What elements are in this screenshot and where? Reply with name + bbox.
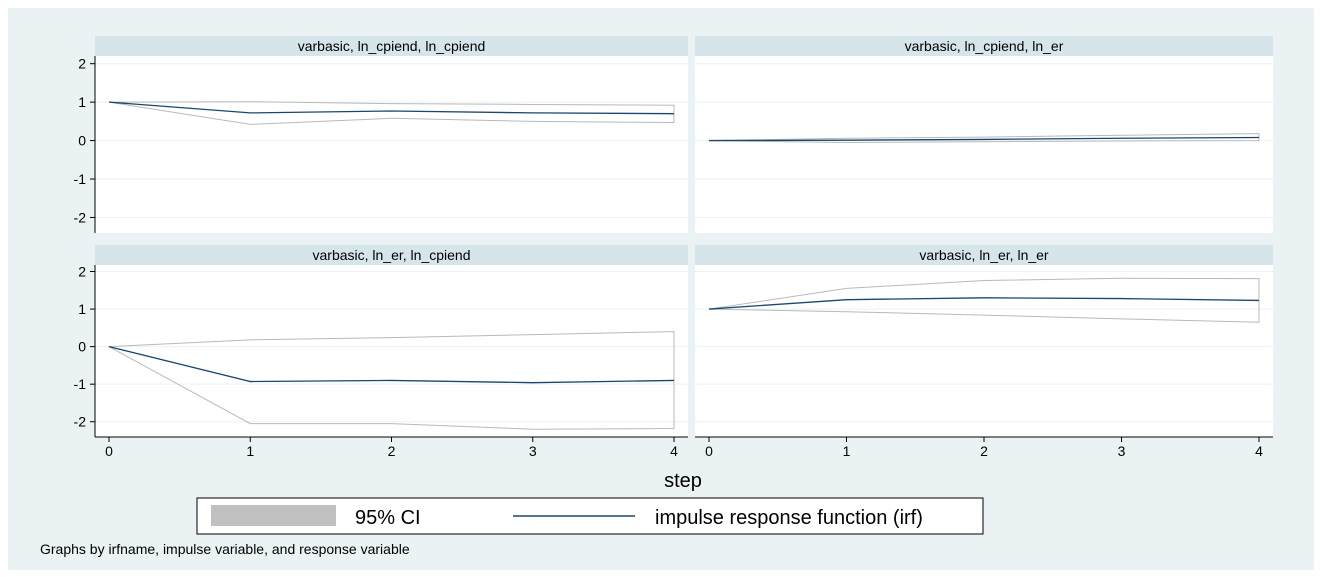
- x-tick-label: 4: [1255, 443, 1263, 459]
- panel-plot-bg: [95, 56, 688, 233]
- panel-title: varbasic, ln_er, ln_er: [919, 247, 1049, 263]
- y-tick-label: -2: [74, 414, 87, 430]
- panel-title-strip: [95, 245, 688, 265]
- irf-line: [708, 136, 1260, 142]
- panel-title-strip: [95, 36, 688, 56]
- y-tick-label: 0: [78, 339, 86, 355]
- y-tick-label: 1: [78, 301, 86, 317]
- panel-title: varbasic, ln_cpiend, ln_cpiend: [298, 38, 486, 54]
- panel-plot-bg: [695, 265, 1273, 437]
- x-tick-label: 1: [843, 443, 851, 459]
- irf-line: [108, 101, 675, 115]
- panel-3: varbasic, ln_er, ln_cpiend -2 -1 0 1 2 0 1 2 3 4: [74, 245, 688, 459]
- y-tick-label: -1: [74, 376, 87, 392]
- legend-irf-label: impulse response function (irf): [655, 507, 923, 529]
- panel-plot-bg: [695, 56, 1273, 233]
- panel-title-strip: [695, 245, 1273, 265]
- x-tick-label: 1: [246, 443, 254, 459]
- y-tick-label: -2: [74, 209, 87, 225]
- x-tick-label: 3: [1118, 443, 1126, 459]
- y-tick-label: 2: [78, 264, 86, 280]
- graph-note: Graphs by irfname, impulse variable, and…: [40, 541, 410, 557]
- y-tick-label: 2: [78, 56, 86, 72]
- x-tick-label: 3: [529, 443, 537, 459]
- x-tick-label: 0: [705, 443, 713, 459]
- y-tick-label: -1: [74, 171, 87, 187]
- panel-title-strip: [695, 36, 1273, 56]
- panel-1: varbasic, ln_cpiend, ln_cpiend -2 -1 0 1 2: [74, 36, 688, 233]
- legend-ci-swatch: [211, 505, 336, 526]
- legend-ci-label: 95% CI: [355, 507, 421, 529]
- x-tick-label: 2: [388, 443, 396, 459]
- x-tick-label: 4: [670, 443, 678, 459]
- y-tick-label: 1: [78, 94, 86, 110]
- x-axis-title: step: [664, 470, 702, 492]
- y-tick-label: 0: [78, 133, 86, 149]
- panel-title: varbasic, ln_cpiend, ln_er: [905, 38, 1064, 54]
- x-tick-label: 2: [980, 443, 988, 459]
- irf-line: [708, 297, 1260, 310]
- panel-plot-bg: [95, 265, 688, 437]
- irf-line: [108, 345, 675, 384]
- legend: 95% CI impulse response function (irf): [196, 497, 984, 535]
- panel-2: varbasic, ln_cpiend, ln_er: [695, 36, 1273, 233]
- x-tick-label: 0: [105, 443, 113, 459]
- panel-4: varbasic, ln_er, ln_er 0 1 2 3 4: [695, 245, 1273, 459]
- ci-band: [108, 101, 675, 125]
- panel-title: varbasic, ln_er, ln_cpiend: [313, 247, 471, 263]
- ci-band: [708, 133, 1260, 144]
- ci-band: [107, 331, 675, 430]
